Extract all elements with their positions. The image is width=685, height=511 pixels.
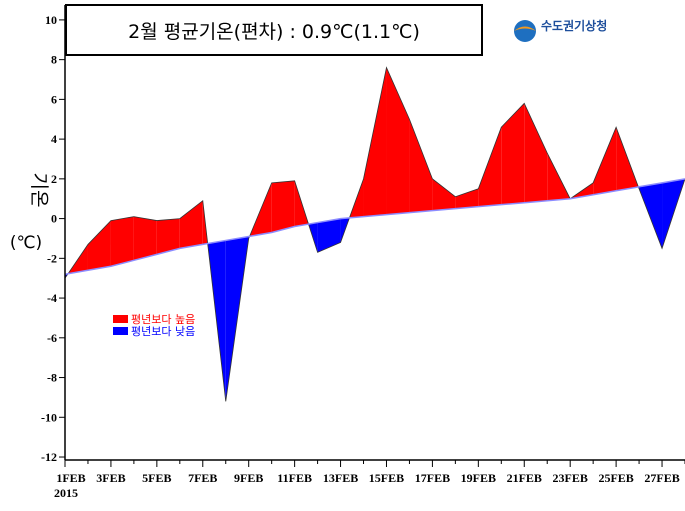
x-tick-label: 3FEB bbox=[96, 471, 125, 485]
x-tick-label: 7FEB bbox=[188, 471, 217, 485]
legend-swatch bbox=[113, 327, 128, 335]
x-year-label: 2015 bbox=[54, 486, 78, 500]
deviation-area bbox=[87, 220, 111, 271]
y-tick-label: -8 bbox=[47, 371, 57, 385]
x-tick-label: 27FEB bbox=[644, 471, 679, 485]
y-tick-label: -6 bbox=[47, 331, 57, 345]
y-axis-unit: (℃) bbox=[10, 233, 42, 253]
deviation-area bbox=[271, 180, 295, 233]
deviation-area bbox=[133, 216, 157, 261]
x-tick-label: 23FEB bbox=[553, 471, 588, 485]
series-line bbox=[64, 178, 685, 275]
legend-label: 평년보다 높음 bbox=[131, 313, 195, 326]
y-tick-label: 2 bbox=[51, 172, 57, 186]
deviation-area bbox=[501, 103, 525, 205]
deviation-area bbox=[409, 119, 433, 213]
deviation-area bbox=[478, 127, 502, 207]
y-axis-label: 기온 bbox=[28, 173, 50, 208]
x-tick-label: 9FEB bbox=[234, 471, 263, 485]
deviation-area bbox=[639, 182, 663, 249]
deviation-area bbox=[317, 218, 341, 253]
y-tick-label: 0 bbox=[51, 212, 57, 226]
x-tick-label: 5FEB bbox=[142, 471, 171, 485]
chart-title: 2월 평균기온(편차) : 0.9℃(1.1℃) bbox=[128, 21, 420, 43]
deviation-area bbox=[432, 178, 456, 211]
y-tick-label: 6 bbox=[51, 92, 57, 106]
x-tick-label: 21FEB bbox=[507, 471, 542, 485]
legend-label: 평년보다 낮음 bbox=[131, 325, 195, 338]
x-tick-label: 11FEB bbox=[277, 471, 312, 485]
series-line bbox=[64, 66, 685, 402]
deviation-area bbox=[593, 127, 617, 195]
x-tick-label: 17FEB bbox=[415, 471, 450, 485]
y-tick-label: 10 bbox=[45, 13, 57, 27]
y-tick-label: -12 bbox=[41, 450, 57, 464]
deviation-area bbox=[110, 216, 134, 267]
deviation-area bbox=[363, 67, 387, 217]
x-tick-label: 13FEB bbox=[323, 471, 358, 485]
y-tick-label: -10 bbox=[41, 410, 57, 424]
y-tick-label: 4 bbox=[51, 132, 57, 146]
legend-swatch bbox=[113, 315, 128, 323]
title-box bbox=[65, 4, 483, 56]
deviation-area bbox=[455, 188, 479, 209]
y-tick-label: -4 bbox=[47, 291, 57, 305]
y-tick-label: -2 bbox=[47, 251, 57, 265]
logo-text: 수도권기상청 bbox=[541, 18, 607, 33]
x-tick-label: 25FEB bbox=[598, 471, 633, 485]
logo-icon bbox=[514, 20, 536, 42]
deviation-area bbox=[156, 218, 180, 255]
x-tick-label: 19FEB bbox=[461, 471, 496, 485]
x-tick-label: 15FEB bbox=[369, 471, 404, 485]
x-tick-label: 1FEB bbox=[56, 471, 85, 485]
deviation-area bbox=[524, 103, 548, 203]
deviation-area bbox=[179, 200, 203, 249]
deviation-area bbox=[386, 67, 410, 215]
logo-icon-accent bbox=[514, 26, 536, 31]
y-tick-label: 8 bbox=[51, 53, 57, 67]
